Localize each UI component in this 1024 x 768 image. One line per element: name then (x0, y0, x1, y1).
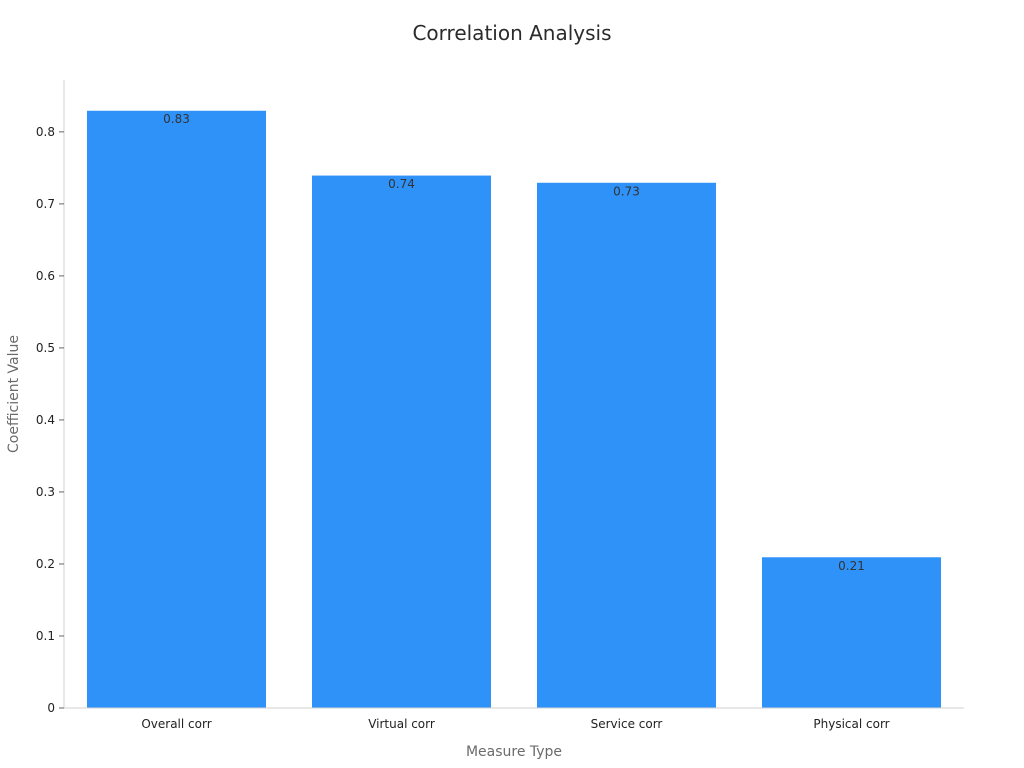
bar (86, 109, 267, 709)
y-tick-label: 0.5 (36, 341, 55, 355)
x-axis-label: Measure Type (466, 744, 562, 760)
bar-value-label: 0.83 (163, 112, 190, 126)
y-axis-label: Coefficient Value (6, 335, 22, 453)
bar-value-label: 0.73 (613, 184, 640, 198)
y-tick-label: 0.8 (36, 125, 55, 139)
bar (311, 174, 492, 709)
x-tick-label: Service corr (591, 717, 663, 731)
y-axis: 0 0.1 0.2 0.3 0.4 0.5 0.6 0.7 0.8 (36, 80, 65, 715)
x-axis: Overall corr Virtual corr Service corr Phys… (64, 707, 964, 731)
bar (761, 556, 942, 709)
y-tick-label: 0.3 (36, 485, 55, 499)
x-tick-label: Physical corr (813, 717, 889, 731)
y-tick-label: 0.1 (36, 629, 55, 643)
x-tick-label: Virtual corr (368, 717, 435, 731)
chart-title: Correlation Analysis (412, 21, 611, 45)
bar-value-label: 0.21 (838, 559, 865, 573)
y-tick-label: 0.4 (36, 413, 55, 427)
y-tick-label: 0 (47, 701, 55, 715)
bar (536, 181, 717, 709)
bar-value-label: 0.74 (388, 177, 415, 191)
bars: 0.83 0.74 0.73 0.21 (86, 109, 942, 709)
x-tick-label: Overall corr (141, 717, 211, 731)
y-tick-label: 0.2 (36, 557, 55, 571)
y-tick-label: 0.7 (36, 197, 55, 211)
y-tick-label: 0.6 (36, 269, 55, 283)
